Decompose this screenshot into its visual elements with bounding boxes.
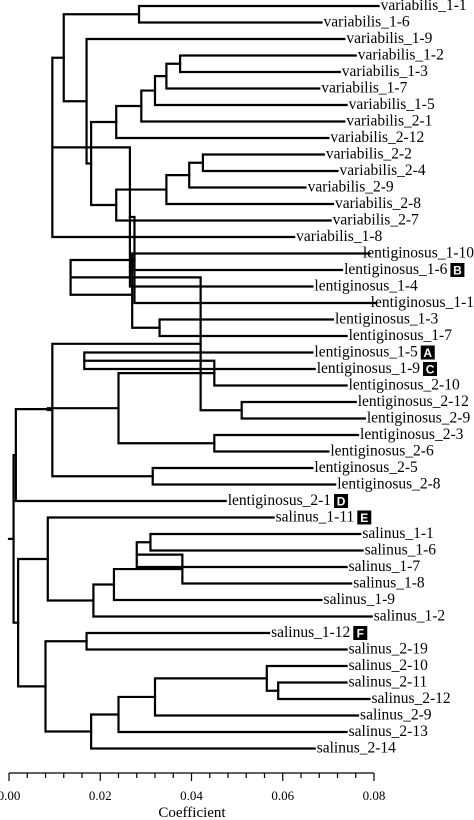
leaf-label: salinus_1-9 <box>324 591 396 608</box>
leaf-label: lentiginosus_2-6 <box>330 443 434 460</box>
marker-label: B <box>453 264 462 278</box>
branch-line <box>46 516 275 602</box>
leaf-label: lentiginosus_1-4 <box>314 278 418 295</box>
branch-line <box>149 532 364 552</box>
leaf-label: salinus_2-12 <box>371 690 450 707</box>
branch-lines <box>7 4 380 750</box>
leaf-label: lentiginosus_2-3 <box>360 426 464 443</box>
tick-label: 0.04 <box>180 788 203 803</box>
branch-line <box>165 62 321 90</box>
leaf-label: lentiginosus_2-9 <box>367 410 471 427</box>
leaf-label: variabilis_2-7 <box>333 212 419 229</box>
leaf-label: salinus_1-12 <box>271 624 350 641</box>
leaf-label: lentiginosus_2-10 <box>349 377 460 394</box>
leaf-label: salinus_1-6 <box>365 542 437 559</box>
marker-badge <box>353 626 368 640</box>
leaf-label: variabilis_2-9 <box>308 179 394 196</box>
leaf-label: salinus_2-10 <box>349 657 428 674</box>
marker-badge <box>423 362 438 376</box>
branch-line <box>44 640 93 733</box>
leaf-label: salinus_2-9 <box>360 707 432 724</box>
leaf-label: salinus_1-11 <box>276 509 355 526</box>
leaf-label: variabilis_1-7 <box>321 80 407 97</box>
x-axis: 0.00 0.02 0.04 0.06 0.08 <box>0 772 386 803</box>
leaf-label: variabilis_2-12 <box>330 129 424 146</box>
leaf-label: variabilis_1-3 <box>342 63 428 80</box>
leaf-label: salinus_1-2 <box>374 608 445 625</box>
branch-line <box>153 75 348 107</box>
branch-line <box>158 318 348 338</box>
leaf-label: salinus_1-1 <box>362 525 433 542</box>
leaf-label: variabilis_1-5 <box>349 96 435 113</box>
leaf-label: lentiginosus_1-10 <box>363 245 474 262</box>
leaf-label: variabilis_2-8 <box>335 195 421 212</box>
branch-line <box>151 466 337 486</box>
branch-line <box>178 54 357 74</box>
leaf-labels: variabilis_1-1variabilis_1-6variabilis_1… <box>228 0 474 757</box>
marker-badge <box>420 345 435 360</box>
leaf-label: variabilis_1-6 <box>324 14 410 31</box>
tick-label: 0.00 <box>0 788 20 803</box>
leaf-label: lentiginosus_2-12 <box>358 393 469 410</box>
leaf-label: lentiginosus_2-1 <box>228 492 331 509</box>
leaf-label: salinus_2-19 <box>349 641 428 658</box>
leaf-label: salinus_2-13 <box>349 723 428 740</box>
marker-label: E <box>360 511 368 525</box>
leaf-label: lentiginosus_1-1 <box>371 294 474 311</box>
branch-line <box>188 161 307 189</box>
leaf-label: variabilis_2-2 <box>326 146 412 163</box>
leaf-label: lentiginosus_1-6 <box>344 261 448 278</box>
branch-line <box>201 153 339 173</box>
branch-line <box>131 260 161 329</box>
branch-line <box>85 37 346 165</box>
marker-badge <box>357 510 372 525</box>
marker-label: D <box>337 495 346 509</box>
marker-label: A <box>423 346 432 360</box>
branch-line <box>240 400 366 420</box>
leaf-label: lentiginosus_2-5 <box>314 459 418 476</box>
branch-line <box>51 342 202 478</box>
leaf-label: lentiginosus_1-9 <box>317 360 421 377</box>
branch-line <box>153 677 360 717</box>
branch-line <box>131 252 371 272</box>
leaf-label: lentiginosus_1-5 <box>314 344 418 361</box>
tick-label: 0.08 <box>363 788 386 803</box>
marker-label: C <box>426 363 435 377</box>
leaf-label: lentiginosus_2-8 <box>337 476 441 493</box>
leaf-label: variabilis_1-8 <box>296 228 382 245</box>
leaf-label: salinus_1-7 <box>349 558 421 575</box>
branch-line <box>46 407 120 412</box>
leaf-label: lentiginosus_1-7 <box>349 327 453 344</box>
branch-line <box>17 557 49 688</box>
branch-line <box>62 13 141 103</box>
leaf-label: variabilis_1-9 <box>346 30 432 47</box>
branch-line <box>14 408 227 503</box>
branch-line <box>90 120 118 207</box>
leaf-label: salinus_2-11 <box>349 674 428 691</box>
leaf-label: lentiginosus_1-3 <box>335 311 439 328</box>
marker-badge <box>334 494 349 508</box>
marker-label: F <box>357 627 364 641</box>
leaf-label: salinus_2-14 <box>317 740 396 757</box>
leaf-label: variabilis_2-1 <box>346 113 432 130</box>
x-axis-label: Coefficient <box>158 805 226 820</box>
leaf-label: variabilis_1-2 <box>358 47 444 64</box>
tick-label: 0.06 <box>271 788 294 803</box>
tick-label: 0.02 <box>89 788 112 803</box>
leaf-label: variabilis_2-4 <box>340 162 426 179</box>
leaf-label: variabilis_1-1 <box>381 0 467 14</box>
marker-badge <box>450 263 465 277</box>
leaf-label: salinus_1-8 <box>353 575 425 592</box>
